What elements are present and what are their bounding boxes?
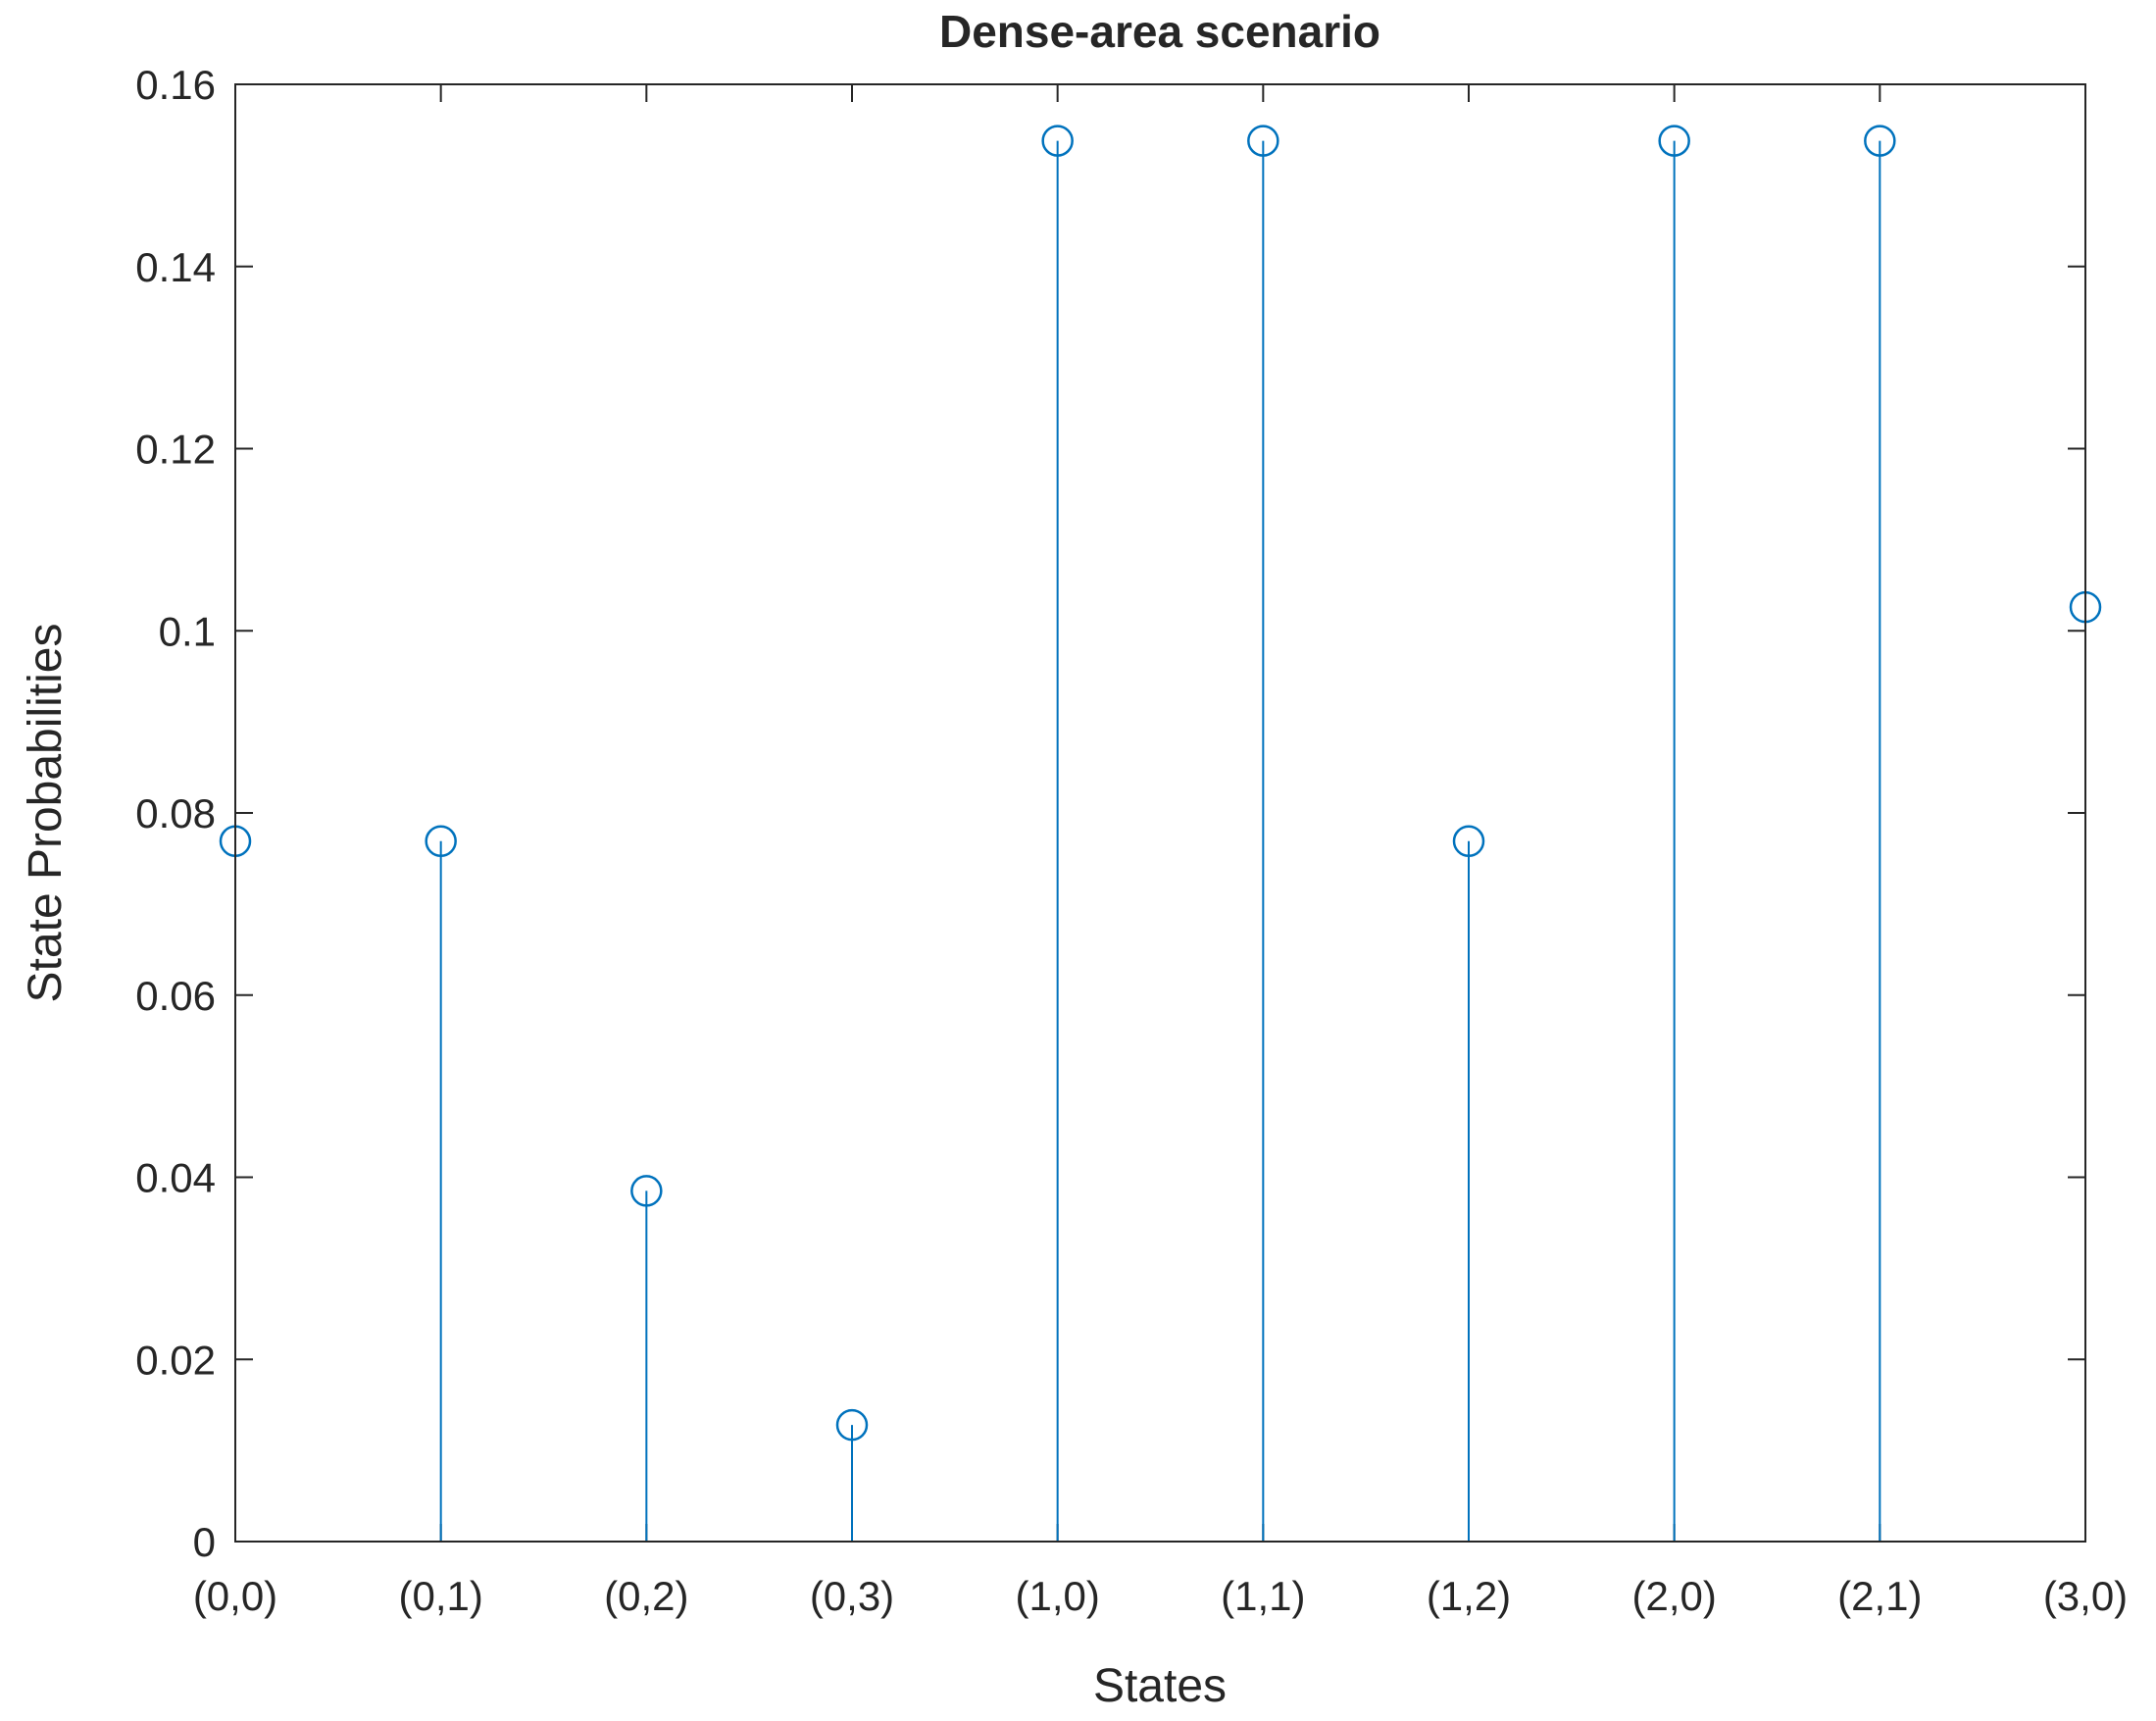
stem-marker	[1864, 125, 1896, 157]
stem-marker	[1247, 125, 1279, 157]
x-tick-label: (1,0)	[1015, 1573, 1099, 1619]
x-tick-label: (0,0)	[193, 1573, 277, 1619]
y-tick-label: 0.08	[135, 790, 216, 836]
y-tick-label: 0.1	[159, 608, 216, 654]
stem-marker	[1658, 125, 1690, 157]
y-tick-label: 0	[193, 1519, 216, 1565]
y-tick-label: 0.14	[135, 244, 216, 290]
plot-frame	[234, 83, 2086, 1543]
chart-title: Dense-area scenario	[939, 6, 1380, 57]
y-tick-label: 0.16	[135, 62, 216, 108]
stem-marker	[425, 825, 457, 858]
x-axis-label: States	[1093, 1660, 1227, 1712]
stem-marker	[835, 1408, 869, 1442]
y-tick-label: 0.12	[135, 427, 216, 473]
x-tick-label: (2,1)	[1837, 1573, 1922, 1619]
x-tick-label: (0,3)	[810, 1573, 894, 1619]
stem-marker	[1452, 825, 1485, 858]
y-axis-label: State Probabilities	[20, 624, 72, 1003]
x-tick-label: (1,2)	[1427, 1573, 1511, 1619]
y-tick-label: 0.04	[135, 1155, 216, 1201]
y-tick-label: 0.02	[135, 1337, 216, 1383]
stem-marker	[630, 1175, 663, 1207]
x-tick-label: (3,0)	[2043, 1573, 2128, 1619]
x-tick-label: (1,1)	[1221, 1573, 1305, 1619]
x-tick-label: (0,1)	[398, 1573, 482, 1619]
stem-marker	[1041, 125, 1074, 157]
x-tick-label: (0,2)	[604, 1573, 688, 1619]
x-tick-label: (2,0)	[1631, 1573, 1716, 1619]
y-tick-label: 0.06	[135, 973, 216, 1019]
